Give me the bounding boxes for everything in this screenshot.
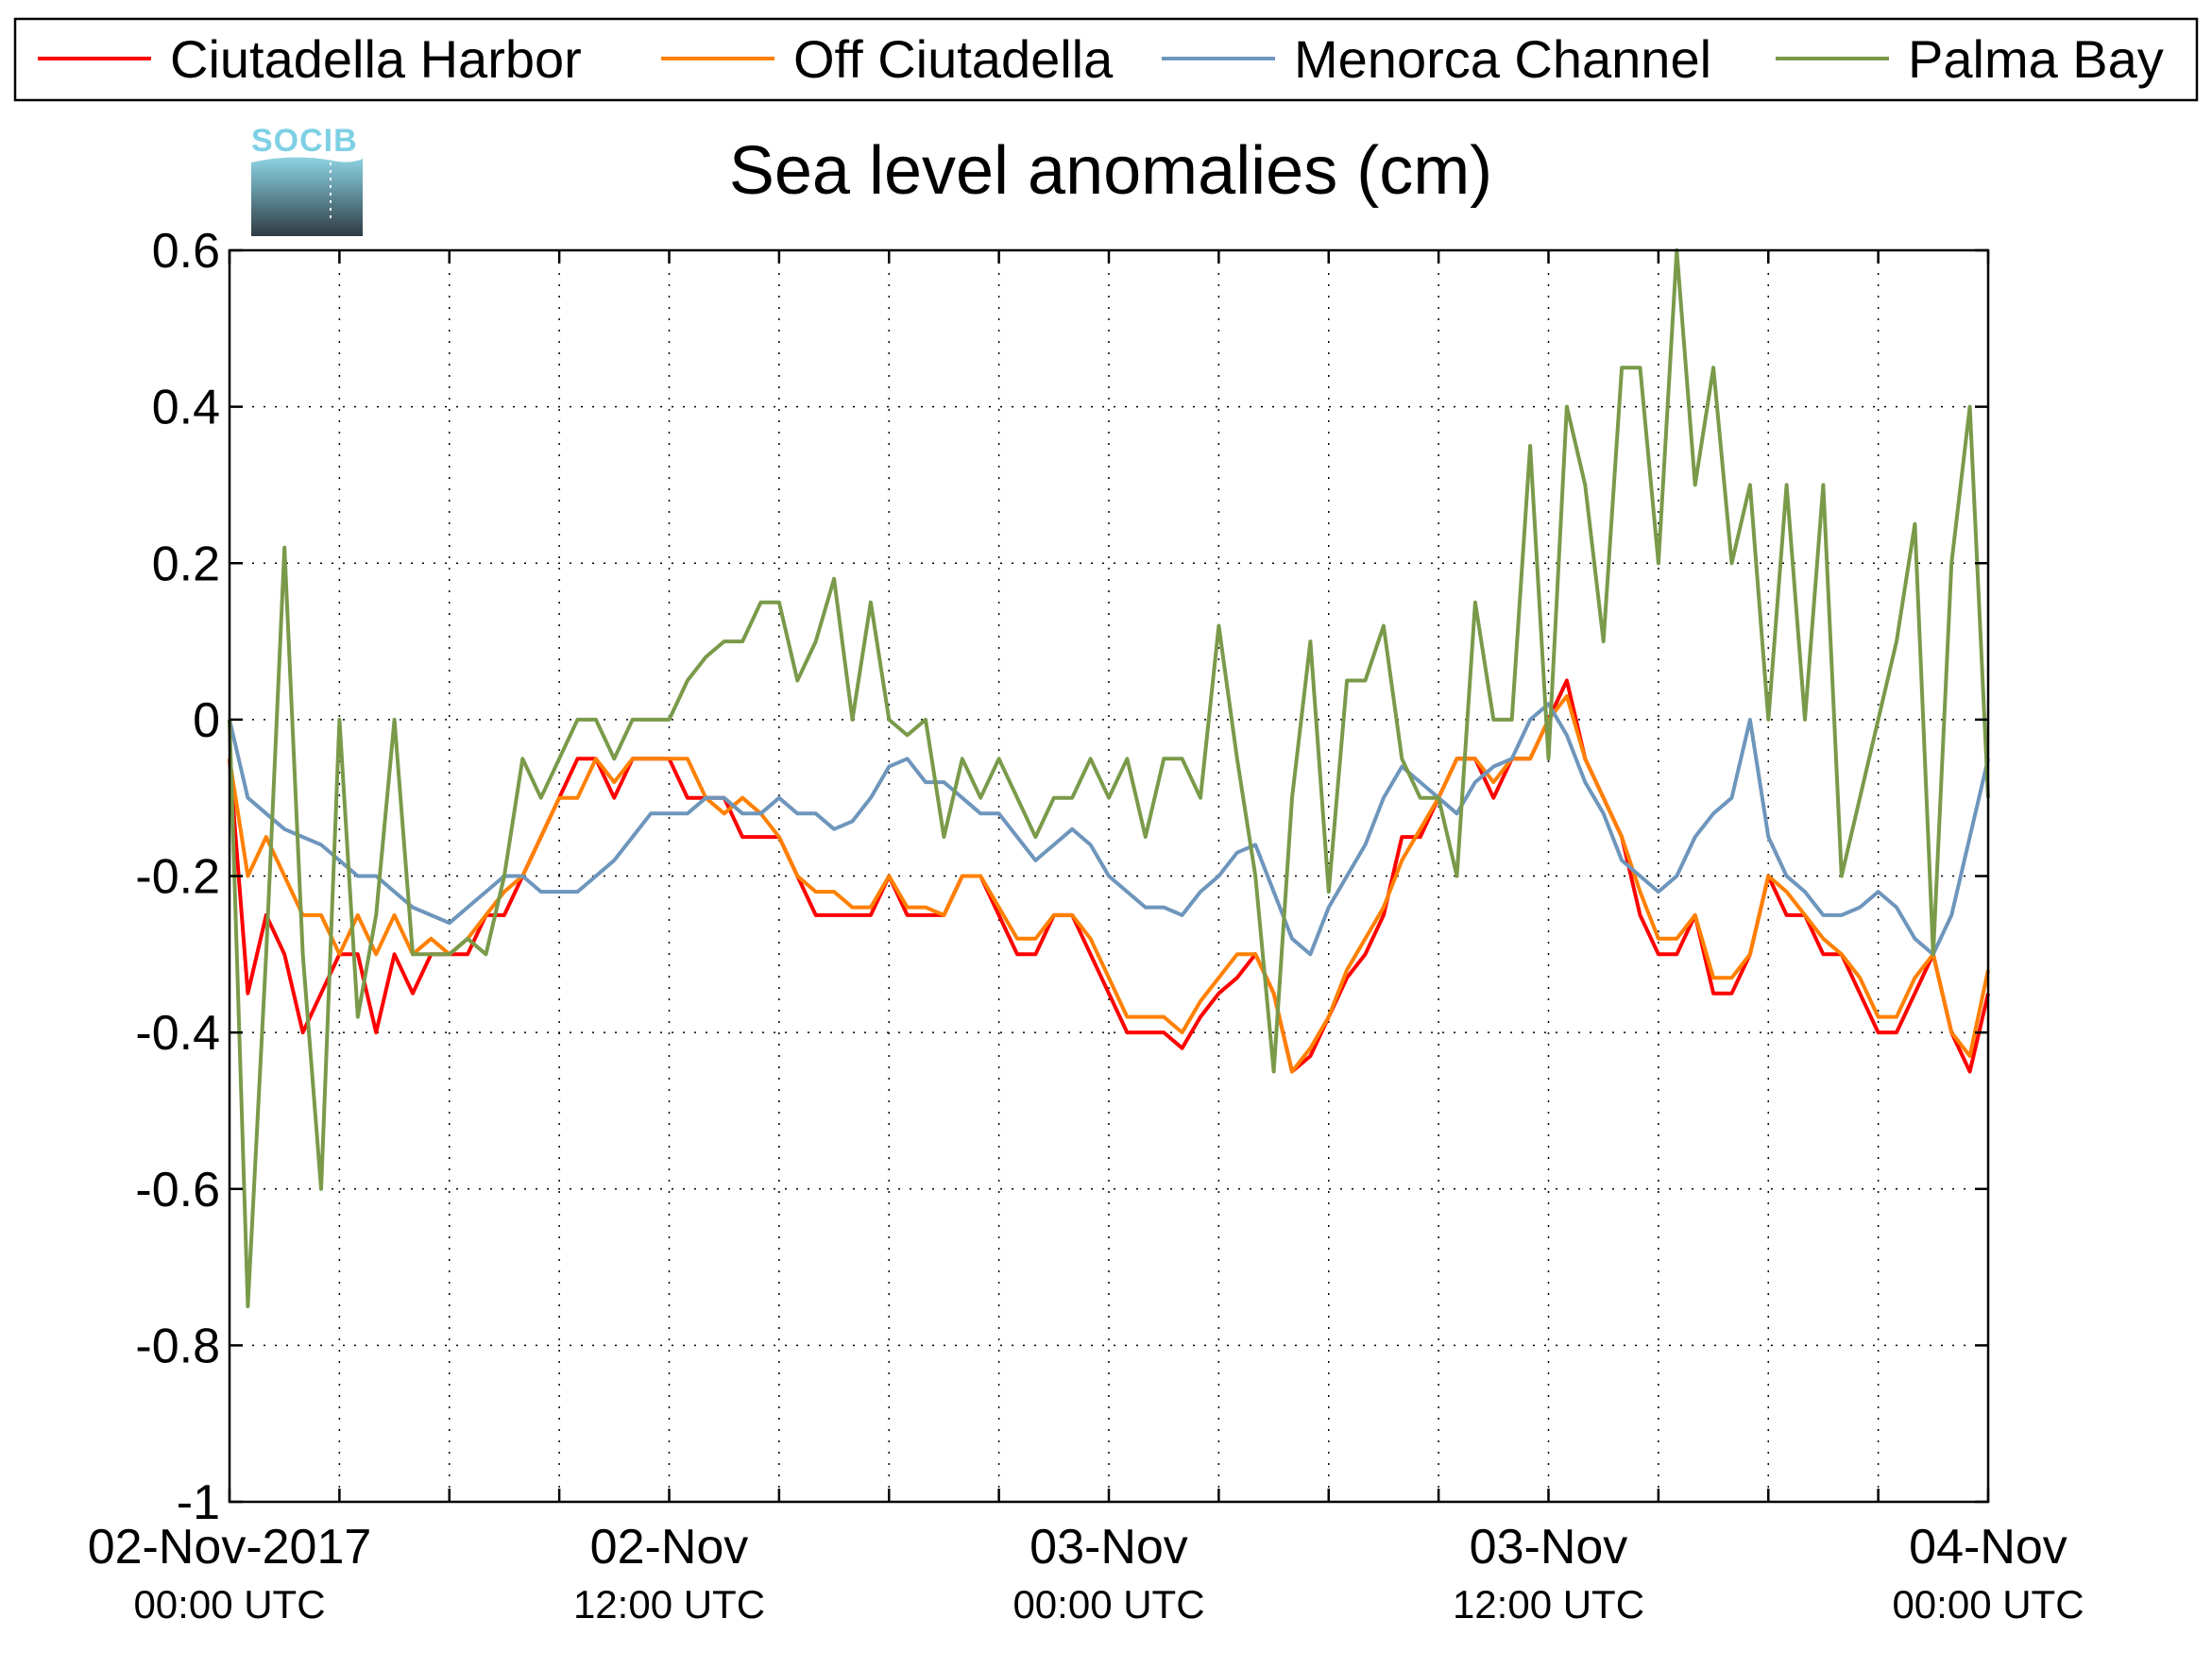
x-tick-date-label: 02-Nov bbox=[590, 1520, 749, 1575]
y-tick-label: 0.6 bbox=[152, 224, 220, 279]
y-tick-label: -0.6 bbox=[135, 1163, 220, 1218]
x-tick-time-label: 00:00 UTC bbox=[133, 1582, 325, 1626]
legend: Ciutadella Harbor Off Ciutadella Menorca C… bbox=[38, 29, 2164, 89]
x-tick-date-label: 02-Nov-2017 bbox=[88, 1520, 372, 1575]
y-tick-label: 0.4 bbox=[152, 381, 220, 435]
legend-label: Menorca Channel bbox=[1294, 29, 1711, 89]
y-tick-label: -0.4 bbox=[135, 1006, 220, 1061]
x-tick-date-label: 03-Nov bbox=[1470, 1520, 1628, 1575]
y-axis-labels: 0.6 0.4 0.2 0 -0.2 -0.4 -0.6 -0.8 -1 bbox=[135, 224, 220, 1530]
y-tick-label: -0.2 bbox=[135, 850, 220, 905]
x-tick-time-label: 12:00 UTC bbox=[1453, 1582, 1644, 1626]
grid bbox=[229, 249, 1989, 1503]
x-tick-time-label: 12:00 UTC bbox=[573, 1582, 765, 1626]
y-tick-label: -0.8 bbox=[135, 1319, 220, 1373]
x-tick-date-label: 03-Nov bbox=[1029, 1520, 1188, 1575]
series-line-palma-bay bbox=[228, 248, 1990, 1308]
x-tick-date-label: 04-Nov bbox=[1909, 1520, 2067, 1575]
series-layer bbox=[228, 248, 1990, 1308]
y-tick-label: 0.2 bbox=[152, 536, 220, 591]
x-tick-time-label: 00:00 UTC bbox=[1892, 1582, 2084, 1626]
chart-title: Sea level anomalies (cm) bbox=[729, 133, 1492, 209]
logo-text: SOCIB bbox=[251, 123, 358, 159]
series-line-menorca-channel bbox=[228, 702, 1990, 957]
legend-label: Ciutadella Harbor bbox=[170, 29, 582, 89]
x-tick-time-label: 00:00 UTC bbox=[1012, 1582, 1204, 1626]
y-tick-label: -1 bbox=[177, 1475, 220, 1530]
ticks bbox=[228, 248, 1990, 1504]
socib-logo: SOCIB bbox=[251, 123, 363, 236]
legend-label: Palma Bay bbox=[1908, 29, 2164, 89]
y-tick-label: 0 bbox=[193, 693, 220, 748]
x-axis-labels: 02-Nov-2017 00:00 UTC 02-Nov 12:00 UTC 03-No… bbox=[88, 1520, 2084, 1626]
legend-label: Off Ciutadella bbox=[793, 29, 1114, 89]
